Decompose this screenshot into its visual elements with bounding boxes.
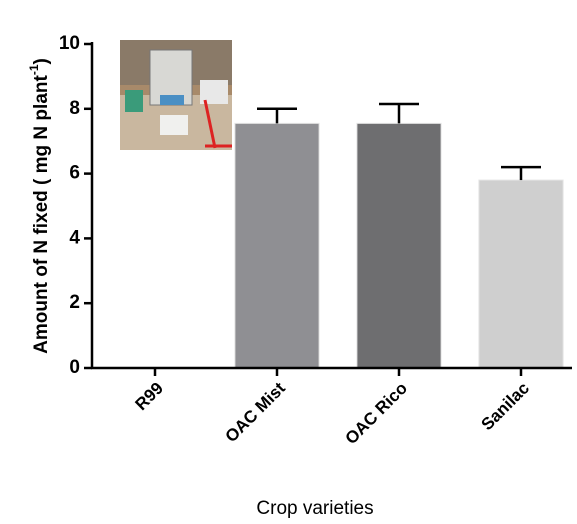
y-tick-label: 6 (69, 163, 80, 184)
y-tick-label: 4 (69, 227, 80, 248)
x-tick-label: OAC Rico (341, 379, 411, 449)
bar (234, 122, 320, 369)
y-label-text: Amount of N fixed ( mg N plant (31, 75, 52, 354)
bar (356, 122, 442, 369)
y-axis-label: Amount of N fixed ( mg N plant-1) (27, 58, 52, 354)
y-tick-label: 2 (69, 292, 80, 313)
y-tick-label: 0 (69, 357, 80, 378)
x-axis-label: Crop varieties (256, 498, 373, 519)
x-tick-label: Sanilac (477, 379, 533, 435)
bar (478, 179, 564, 369)
inset-photo (120, 40, 232, 150)
y-tick-label: 8 (69, 98, 80, 119)
x-tick-label: OAC Mist (221, 378, 289, 446)
x-tick-label: R99 (132, 379, 167, 414)
y-tick-label: 10 (59, 33, 80, 54)
y-label-sup: -1 (27, 64, 41, 75)
y-label-end: ) (31, 58, 52, 64)
